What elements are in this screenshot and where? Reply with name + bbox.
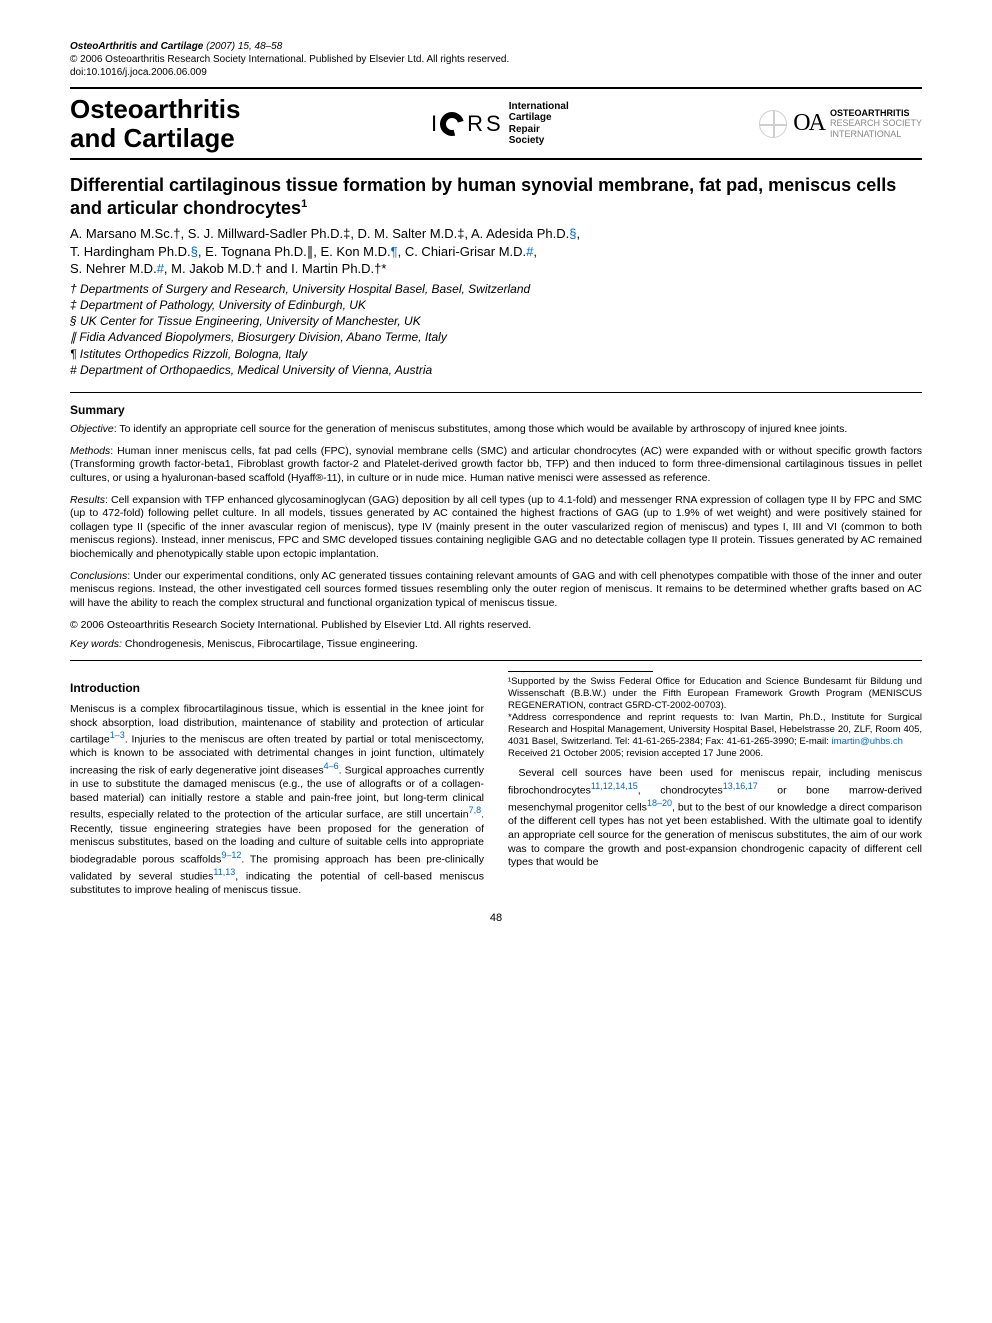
oarsi-l2: RESEARCH SOCIETY (830, 118, 922, 128)
affiliation: ¶ Istitutes Orthopedics Rizzoli, Bologna… (70, 346, 922, 362)
affil-symbol[interactable]: # (157, 261, 164, 276)
conclusions-text: : Under our experimental conditions, onl… (70, 570, 922, 609)
title-footnote-ref[interactable]: 1 (301, 198, 307, 210)
authors-seg2b: , E. Tognana Ph.D.∥, E. Kon M.D. (198, 244, 391, 259)
reference-link[interactable]: 4–6 (324, 761, 339, 771)
journal-header-bar: Osteoarthritis and Cartilage I R S Inter… (70, 87, 922, 160)
reference-link[interactable]: 13,16,17 (723, 781, 758, 791)
icrs-I: I (431, 111, 437, 137)
reference-link[interactable]: 7,8 (469, 805, 482, 815)
results-lead: Results (70, 494, 105, 506)
footnote-correspondence: *Address correspondence and reprint requ… (508, 712, 922, 748)
keywords-lead: Key words: (70, 638, 125, 650)
abstract-methods: Methods: Human inner meniscus cells, fat… (70, 445, 922, 486)
summary-heading: Summary (70, 403, 922, 417)
icrs-full: International Cartilage Repair Society (509, 101, 569, 147)
oarsi-l1: OSTEOARTHRITIS (830, 108, 922, 118)
globe-icon (759, 110, 787, 138)
page-number: 48 (70, 912, 922, 924)
authors: A. Marsano M.Sc.†, S. J. Millward-Sadler… (70, 225, 922, 278)
footnote-divider (508, 671, 653, 672)
icrs-R: R (467, 111, 483, 137)
article-title: Differential cartilaginous tissue format… (70, 174, 922, 219)
journal-title-l1: Osteoarthritis (70, 95, 241, 124)
icrs-S: S (486, 111, 501, 137)
copyright-line: © 2006 Osteoarthritis Research Society I… (70, 53, 922, 66)
reference-link[interactable]: 11,13 (213, 867, 235, 877)
affil-symbol[interactable]: § (191, 244, 198, 259)
authors-seg1: A. Marsano M.Sc.†, S. J. Millward-Sadler… (70, 226, 569, 241)
authors-seg1b: , (576, 226, 580, 241)
authors-seg2d: , (533, 244, 537, 259)
introduction-heading: Introduction (70, 681, 484, 697)
icrs-l3: Repair (509, 124, 569, 136)
affiliation: ∥ Fidia Advanced Biopolymers, Biosurgery… (70, 329, 922, 345)
journal-meta: OsteoArthritis and Cartilage (2007) 15, … (70, 40, 922, 53)
journal-title: Osteoarthritis and Cartilage (70, 95, 241, 152)
affiliation: # Department of Orthopaedics, Medical Un… (70, 362, 922, 378)
footnote-dates: Received 21 October 2005; revision accep… (508, 748, 922, 760)
conclusions-lead: Conclusions (70, 570, 127, 582)
keywords: Key words: Chondrogenesis, Meniscus, Fib… (70, 638, 922, 650)
correspondence-email-link[interactable]: imartin@uhbs.ch (832, 736, 903, 747)
authors-seg3b: , M. Jakob M.D.† and I. Martin Ph.D.†* (164, 261, 387, 276)
icrs-l1: International (509, 101, 569, 113)
oarsi-mark: OA (793, 110, 824, 137)
methods-lead: Methods (70, 445, 110, 457)
authors-seg3a: S. Nehrer M.D. (70, 261, 157, 276)
journal-title-l2: and Cartilage (70, 124, 241, 153)
reference-link[interactable]: 9–12 (221, 850, 241, 860)
objective-text: : To identify an appropriate cell source… (114, 423, 847, 435)
article-title-text: Differential cartilaginous tissue format… (70, 175, 896, 218)
journal-name: OsteoArthritis and Cartilage (70, 41, 203, 52)
abstract-conclusions: Conclusions: Under our experimental cond… (70, 570, 922, 611)
icrs-l2: Cartilage (509, 112, 569, 124)
article-body: Introduction Meniscus is a complex fibro… (70, 671, 922, 897)
affiliation: § UK Center for Tissue Engineering, Univ… (70, 313, 922, 329)
authors-seg2c: , C. Chiari-Grisar M.D. (398, 244, 527, 259)
objective-lead: Objective (70, 423, 114, 435)
icrs-logo-block: I R S International Cartilage Repair Soc… (431, 101, 569, 147)
authors-seg2a: T. Hardingham Ph.D. (70, 244, 191, 259)
affiliation: ‡ Department of Pathology, University of… (70, 297, 922, 313)
methods-text: : Human inner meniscus cells, fat pad ce… (70, 445, 922, 484)
footnote-funding: ¹Supported by the Swiss Federal Office f… (508, 676, 922, 712)
icrs-letters: I R S (431, 111, 501, 137)
reference-link[interactable]: 1–3 (110, 730, 125, 740)
oarsi-l3: INTERNATIONAL (830, 129, 922, 139)
icrs-l4: Society (509, 135, 569, 147)
oarsi-text: OSTEOARTHRITIS RESEARCH SOCIETY INTERNAT… (830, 108, 922, 139)
icrs-c-icon (436, 107, 469, 140)
body-text: , chondrocytes (638, 785, 723, 797)
results-text: : Cell expansion with TFP enhanced glyco… (70, 494, 922, 561)
affil-symbol[interactable]: ¶ (391, 244, 398, 259)
divider (70, 660, 922, 661)
abstract-copyright: © 2006 Osteoarthritis Research Society I… (70, 619, 922, 633)
affiliation: † Departments of Surgery and Research, U… (70, 281, 922, 297)
abstract-results: Results: Cell expansion with TFP enhance… (70, 494, 922, 562)
abstract-objective: Objective: To identify an appropriate ce… (70, 423, 922, 437)
oarsi-logo-block: OA OSTEOARTHRITIS RESEARCH SOCIETY INTER… (759, 108, 922, 139)
citation: (2007) 15, 48–58 (203, 41, 282, 52)
reference-link[interactable]: 18–20 (647, 798, 672, 808)
abstract: Summary Objective: To identify an approp… (70, 403, 922, 650)
keywords-text: Chondrogenesis, Meniscus, Fibrocartilage… (125, 638, 418, 650)
reference-link[interactable]: 11,12,14,15 (591, 781, 638, 791)
doi: doi:10.1016/j.joca.2006.06.009 (70, 66, 922, 79)
intro-paragraph-1: Meniscus is a complex fibrocartilaginous… (70, 703, 484, 898)
intro-paragraph-2: Several cell sources have been used for … (508, 767, 922, 869)
divider (70, 392, 922, 393)
affiliations: † Departments of Surgery and Research, U… (70, 281, 922, 378)
